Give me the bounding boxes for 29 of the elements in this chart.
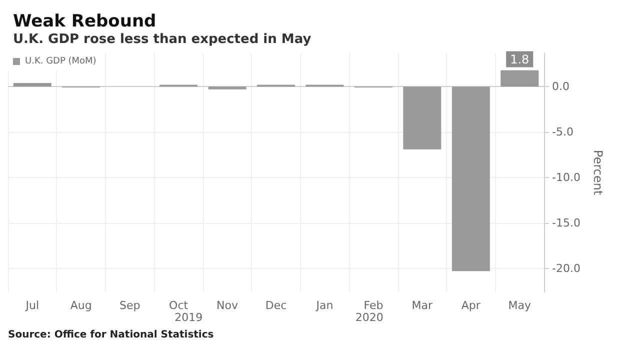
x-tick-label: Jan	[315, 299, 334, 312]
chart-title: Weak Rebound	[13, 12, 156, 32]
data-label: 1.8	[510, 52, 530, 66]
x-tick-label: Oct	[169, 299, 189, 312]
bar	[13, 82, 52, 87]
x-tick-label: Aug	[70, 299, 92, 312]
y-axis-title: Percent	[591, 150, 605, 196]
y-tick-label: -5.0	[552, 126, 574, 139]
y-tick-label: 0.0	[552, 80, 570, 94]
x-tick-label: Jul	[24, 299, 40, 312]
x-tick-label: Apr	[461, 299, 481, 312]
chart-subtitle: U.K. GDP rose less than expected in May	[13, 32, 312, 47]
bar	[403, 86, 442, 150]
x-tick-label: May	[508, 299, 532, 312]
bar	[208, 86, 246, 90]
text: 2019	[174, 311, 203, 324]
legend-label: U.K. GDP (MoM)	[25, 56, 96, 66]
y-tick-label: -15.0	[552, 216, 580, 230]
x-tick-label: Mar	[412, 299, 434, 312]
text: 2020	[355, 311, 384, 324]
x-tick-label: Sep	[119, 299, 140, 312]
x-tick-label: Dec	[265, 299, 287, 312]
x-tick-label: Feb	[364, 299, 384, 312]
y-tick-label: -20.0	[552, 262, 580, 275]
source-note: Source: Office for National Statistics	[8, 330, 214, 340]
bar	[500, 70, 539, 87]
y-tick-label: -10.0	[552, 171, 580, 184]
bar	[452, 86, 490, 272]
x-tick-label: Nov	[216, 299, 238, 312]
